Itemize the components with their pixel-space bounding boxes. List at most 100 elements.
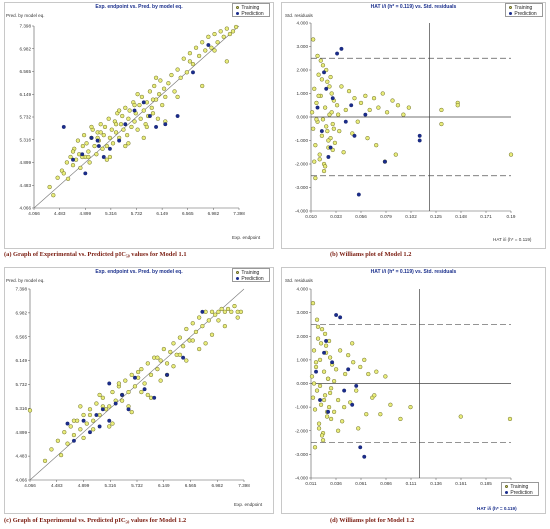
prediction-point <box>417 133 422 138</box>
training-point <box>70 149 76 154</box>
training-point <box>316 72 321 77</box>
training-point <box>334 103 340 108</box>
training-point <box>91 427 96 432</box>
prediction-marker-icon <box>236 11 240 16</box>
prediction-point <box>80 152 85 157</box>
prediction-point <box>126 407 131 412</box>
training-point <box>319 77 325 82</box>
prediction-point <box>81 418 86 423</box>
training-point <box>47 184 52 190</box>
prediction-point <box>101 155 106 159</box>
training-point <box>171 341 176 346</box>
training-point <box>193 329 199 335</box>
training-point <box>68 154 73 160</box>
training-point <box>158 378 163 383</box>
prediction-point <box>71 157 75 162</box>
training-point <box>227 31 233 37</box>
chart-b-legend-training: Training <box>509 5 532 11</box>
chart-a-legend-training-label: Training <box>241 5 260 11</box>
prediction-point <box>363 112 368 117</box>
training-point <box>312 86 317 91</box>
prediction-marker-icon <box>236 276 240 281</box>
training-point <box>314 100 319 106</box>
x-tick-label: 5.316 <box>105 483 117 488</box>
training-point <box>324 124 329 129</box>
chart-a-legend-training: Training <box>236 5 259 11</box>
training-point <box>326 138 331 143</box>
training-point <box>329 91 334 96</box>
training-point <box>113 130 119 135</box>
training-point <box>209 309 215 314</box>
training-point <box>388 402 393 407</box>
training-point <box>330 121 335 127</box>
chart-a-title: Exp. endpoint vs. Pred. by model eq. <box>95 4 183 10</box>
training-point <box>335 428 341 433</box>
chart-c: Exp. endpoint vs. Pred. by model eq. Pre… <box>4 267 274 514</box>
training-point <box>312 159 317 164</box>
training-point <box>55 438 61 443</box>
prediction-point <box>95 138 100 143</box>
training-point <box>104 157 109 162</box>
training-point <box>209 45 214 50</box>
training-point <box>71 418 77 423</box>
training-point <box>216 318 221 323</box>
training-point <box>321 397 327 403</box>
x-tick-label: 0.010 <box>305 214 317 219</box>
training-point <box>317 152 322 157</box>
y-tick-label: 0.000 <box>297 381 309 386</box>
chart-b-title: HAT i/i (h* = 0.119) vs. Std. residuals <box>370 4 457 10</box>
training-point <box>319 433 325 438</box>
training-point <box>92 143 97 149</box>
prediction-point <box>324 339 329 343</box>
training-point <box>110 421 115 426</box>
prediction-point <box>123 122 128 127</box>
training-point <box>309 374 315 379</box>
training-point <box>94 152 99 157</box>
training-point <box>97 392 102 398</box>
prediction-point <box>200 309 205 314</box>
y-tick-label: 4.483 <box>20 183 32 188</box>
training-point <box>98 122 103 127</box>
x-tick-label: 0.033 <box>330 214 342 219</box>
training-point <box>200 323 205 329</box>
training-point <box>81 132 87 138</box>
prediction-point <box>352 133 357 138</box>
x-tick-label: 0.185 <box>480 481 492 486</box>
chart-d-title: HAT i/i (h* = 0.119) vs. Std. residuals <box>370 269 457 275</box>
training-point <box>118 122 124 127</box>
training-point <box>161 346 166 352</box>
prediction-point <box>181 355 186 360</box>
training-point <box>312 407 318 412</box>
training-point <box>372 393 377 398</box>
training-point <box>362 357 367 363</box>
training-point <box>107 404 112 409</box>
y-tick-label: 5.732 <box>20 115 32 120</box>
chart-c-svg: 4.066 4.483 4.899 5.316 5.732 6.149 6.565 6.982… <box>16 287 251 488</box>
training-point <box>401 112 406 117</box>
prediction-marker-icon <box>509 11 513 16</box>
x-tick-label: 0.036 <box>330 481 342 486</box>
prediction-point <box>362 454 367 459</box>
y-tick-label: 6.149 <box>16 358 28 363</box>
training-point <box>110 389 115 395</box>
x-tick-label: 0.148 <box>455 214 467 219</box>
chart-d-ylabel: Std. residuals <box>285 278 313 283</box>
training-point <box>374 143 379 148</box>
y-tick-label: 6.565 <box>20 69 32 74</box>
training-point <box>455 103 460 108</box>
prediction-point <box>132 108 137 113</box>
chart-d-xlabel: HAT i/i (h* = 0.119) <box>477 506 517 511</box>
y-tick-label: 6.565 <box>16 334 28 339</box>
training-point <box>64 160 70 165</box>
training-marker-icon <box>236 270 240 275</box>
training-point <box>142 381 147 386</box>
y-tick-label: 2.000 <box>297 334 309 339</box>
identity-line <box>33 25 240 209</box>
y-tick-label: -3.000 <box>295 185 308 190</box>
training-point <box>184 326 189 332</box>
training-point <box>187 51 193 56</box>
prediction-point <box>326 409 331 414</box>
x-tick-label: 4.066 <box>24 483 36 488</box>
training-point <box>327 390 333 396</box>
prediction-point <box>100 407 105 412</box>
